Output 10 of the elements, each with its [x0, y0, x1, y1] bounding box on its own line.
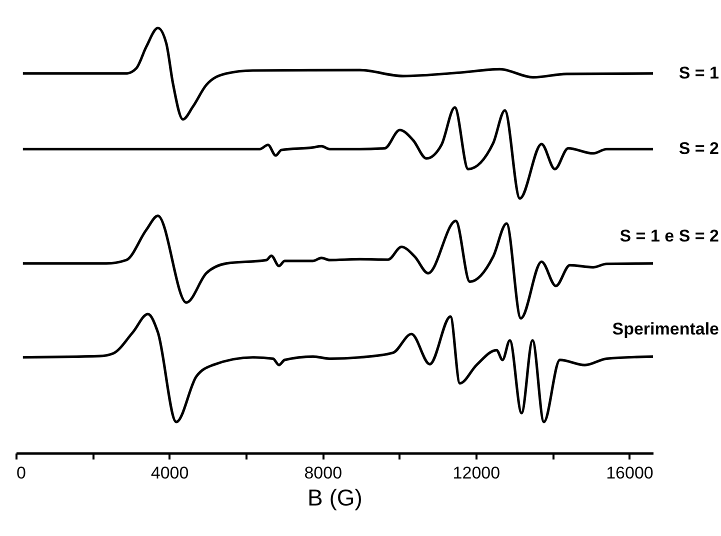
x-tick-label: 16000 — [606, 464, 654, 482]
x-tick-label: 8000 — [304, 464, 342, 482]
x-tick-label: 4000 — [150, 464, 189, 482]
series-label: S = 1 e S = 2 — [620, 226, 719, 246]
x-axis-title: B (G) — [308, 484, 362, 510]
series-label: S = 1 — [678, 63, 719, 82]
series-label: S = 2 — [678, 139, 719, 158]
x-tick-label: 12000 — [452, 464, 500, 482]
x-tick-label: 0 — [16, 464, 26, 482]
series-label: Sperimentale — [612, 320, 719, 339]
